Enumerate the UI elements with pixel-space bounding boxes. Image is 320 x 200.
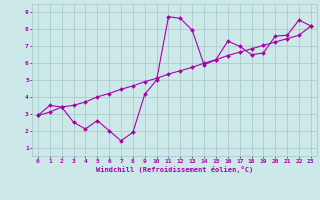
- X-axis label: Windchill (Refroidissement éolien,°C): Windchill (Refroidissement éolien,°C): [96, 166, 253, 173]
